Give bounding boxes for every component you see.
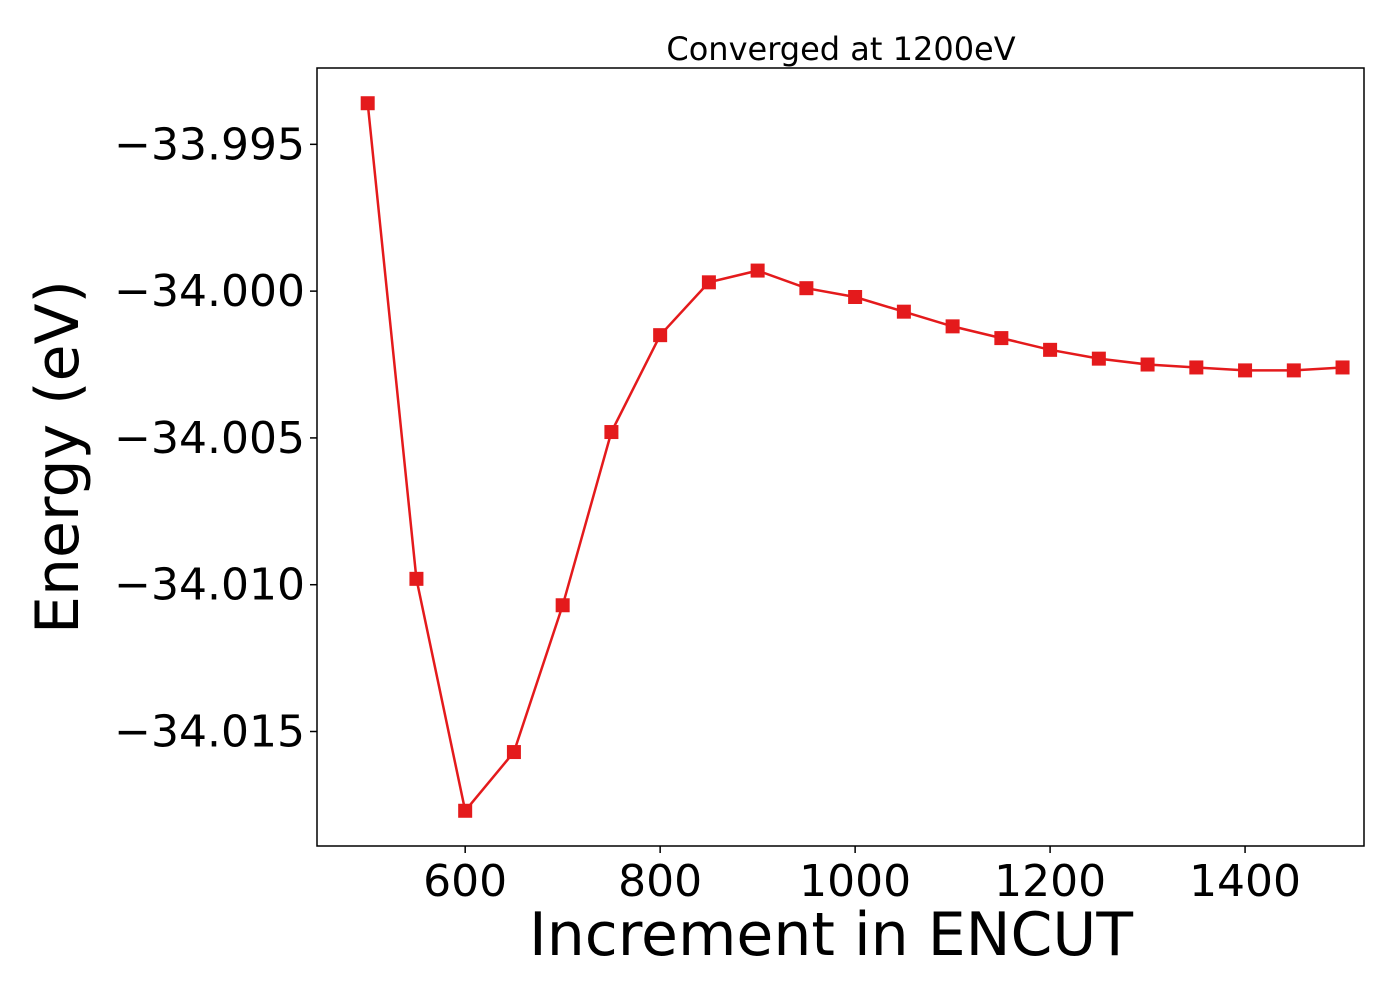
data-point-marker bbox=[1286, 363, 1301, 378]
data-point-marker bbox=[360, 96, 375, 111]
data-point-marker bbox=[848, 289, 863, 304]
y-axis-label: Energy (eV) bbox=[23, 280, 93, 634]
x-tick-label: 600 bbox=[423, 856, 507, 907]
data-point-marker bbox=[1091, 351, 1106, 366]
data-point-marker bbox=[945, 319, 960, 334]
plot-area bbox=[316, 67, 1365, 847]
y-tick-label: −33.995 bbox=[114, 119, 305, 170]
data-point-marker bbox=[1238, 363, 1253, 378]
y-tick-label: −34.000 bbox=[114, 266, 305, 317]
x-tick-label: 1400 bbox=[1189, 856, 1301, 907]
series-layer bbox=[360, 96, 1350, 818]
y-axis: −33.995 −34.000 −34.005 −34.010 −34.015 bbox=[114, 119, 317, 758]
data-point-marker bbox=[409, 571, 424, 586]
x-tick-label: 800 bbox=[618, 856, 702, 907]
y-tick-label: −34.005 bbox=[114, 413, 305, 464]
data-point-marker bbox=[1043, 342, 1058, 357]
y-tick-label: −34.015 bbox=[114, 707, 305, 758]
data-point-marker bbox=[994, 331, 1009, 346]
data-point-marker bbox=[799, 281, 814, 296]
data-point-marker bbox=[458, 803, 473, 818]
chart-title: Converged at 1200eV bbox=[666, 30, 1015, 68]
data-point-marker bbox=[1189, 360, 1204, 375]
data-point-marker bbox=[896, 304, 911, 319]
data-point-marker bbox=[604, 425, 619, 440]
data-point-marker bbox=[1140, 357, 1155, 372]
data-point-marker bbox=[653, 328, 668, 343]
data-point-marker bbox=[1335, 360, 1350, 375]
data-point-marker bbox=[750, 263, 765, 278]
data-point-marker bbox=[555, 598, 570, 613]
series-line bbox=[366, 103, 1343, 814]
x-tick-label: 1200 bbox=[994, 856, 1106, 907]
x-tick-label: 1000 bbox=[799, 856, 911, 907]
y-tick-label: −34.010 bbox=[114, 560, 305, 611]
data-point-marker bbox=[506, 745, 521, 760]
x-axis: 600 800 1000 1200 1400 bbox=[423, 846, 1301, 907]
x-axis-label: Increment in ENCUT bbox=[529, 900, 1133, 970]
data-point-marker bbox=[701, 275, 716, 290]
